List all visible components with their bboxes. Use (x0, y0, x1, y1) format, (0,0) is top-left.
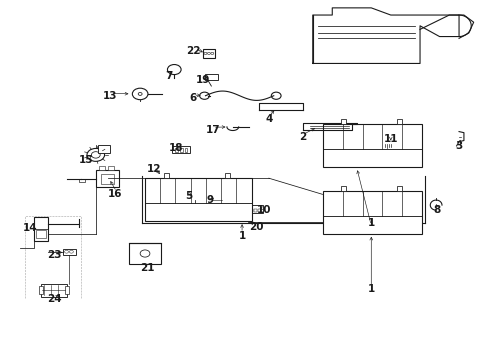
Bar (322, 191, 422, 234)
Bar (41, 284, 66, 297)
Text: 1: 1 (367, 284, 374, 294)
Bar (65, 286, 69, 294)
Text: 13: 13 (103, 91, 118, 101)
Text: 1: 1 (238, 231, 245, 240)
Bar (63, 249, 76, 255)
Bar (96, 170, 119, 187)
Bar (383, 136, 396, 144)
Bar (174, 148, 177, 152)
Circle shape (210, 52, 213, 54)
Bar (244, 205, 263, 213)
Text: 18: 18 (169, 143, 183, 153)
Bar (179, 148, 182, 152)
Text: 11: 11 (383, 134, 397, 144)
Text: 17: 17 (205, 125, 220, 135)
Text: 12: 12 (147, 164, 161, 174)
Bar (254, 210, 256, 212)
Bar (184, 148, 187, 152)
Bar (205, 74, 217, 80)
Bar (79, 179, 84, 182)
Bar (108, 166, 114, 170)
Bar (34, 217, 48, 241)
Bar (258, 210, 260, 212)
Bar (99, 166, 104, 170)
Text: 6: 6 (189, 93, 197, 103)
Text: 4: 4 (264, 114, 272, 124)
Bar (39, 286, 42, 294)
Circle shape (87, 148, 104, 161)
Text: 22: 22 (185, 46, 200, 56)
Bar (203, 49, 215, 58)
Circle shape (91, 152, 100, 158)
Text: 10: 10 (256, 206, 271, 216)
Bar (397, 186, 402, 191)
Bar (250, 210, 252, 212)
Bar (101, 174, 114, 184)
Text: 8: 8 (432, 206, 440, 216)
Bar (211, 197, 221, 203)
Text: 14: 14 (22, 224, 37, 233)
Bar (163, 173, 169, 178)
Text: 9: 9 (206, 195, 213, 205)
Text: 2: 2 (299, 132, 306, 142)
Text: 7: 7 (165, 71, 172, 81)
Circle shape (203, 52, 206, 54)
Circle shape (69, 250, 73, 253)
Bar (246, 210, 248, 212)
Bar (36, 230, 46, 238)
Text: 5: 5 (184, 191, 192, 201)
Bar (172, 146, 189, 153)
Text: 23: 23 (47, 250, 61, 260)
Bar (98, 145, 110, 153)
Circle shape (64, 250, 68, 253)
Text: 15: 15 (79, 155, 93, 165)
Text: 20: 20 (249, 222, 264, 231)
Text: 19: 19 (196, 75, 210, 85)
Circle shape (140, 250, 150, 257)
Bar (224, 173, 230, 178)
Text: 3: 3 (454, 141, 462, 151)
Text: 1: 1 (367, 218, 374, 228)
Text: 24: 24 (47, 294, 61, 304)
Bar (144, 178, 251, 221)
Text: 21: 21 (140, 263, 154, 273)
Bar (397, 119, 402, 125)
Bar (340, 186, 345, 191)
Bar (340, 119, 345, 125)
Bar (129, 243, 160, 264)
Text: 16: 16 (108, 189, 122, 199)
Bar (190, 192, 198, 200)
Circle shape (207, 52, 210, 54)
Bar (322, 125, 422, 167)
